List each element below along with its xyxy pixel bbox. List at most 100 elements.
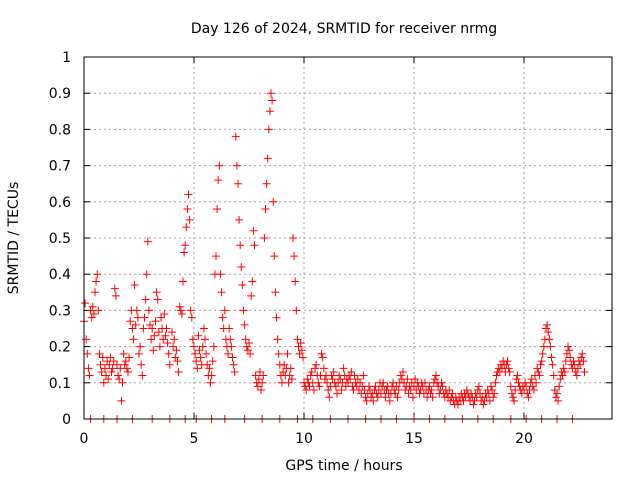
data-point (312, 360, 321, 369)
data-point (536, 360, 545, 369)
y-tick-label: 0 (62, 412, 71, 428)
data-point (421, 378, 429, 387)
data-point (162, 324, 171, 333)
data-point (245, 338, 253, 347)
data-point (93, 270, 102, 279)
data-point (551, 393, 560, 402)
data-point (109, 357, 118, 366)
data-point (193, 364, 202, 373)
data-point (268, 96, 277, 105)
data-point (199, 324, 208, 333)
data-point (138, 371, 147, 380)
data-point (84, 364, 93, 373)
data-point (320, 375, 329, 384)
data-point (132, 306, 141, 315)
data-point (331, 382, 340, 391)
data-point (160, 310, 169, 319)
data-point (287, 375, 296, 384)
x-tick-label: 0 (80, 431, 89, 447)
data-point (213, 205, 222, 214)
data-point (529, 386, 538, 395)
data-point (547, 353, 556, 362)
data-point (212, 252, 220, 261)
data-point (546, 342, 555, 351)
data-point (527, 375, 536, 384)
data-point (385, 396, 394, 405)
data-point (151, 317, 160, 326)
data-point (428, 393, 437, 402)
data-point (182, 223, 191, 232)
data-point (258, 378, 267, 387)
y-tick-label: 0.9 (49, 86, 71, 102)
data-point (195, 346, 204, 355)
data-point (555, 382, 564, 391)
data-point (509, 393, 517, 402)
data-point (339, 364, 348, 373)
data-point (381, 393, 390, 402)
data-point (191, 349, 200, 358)
data-point (85, 371, 94, 380)
data-point (196, 353, 205, 362)
data-point (329, 367, 338, 376)
data-point (225, 324, 234, 333)
data-point (283, 349, 292, 358)
data-point (344, 378, 352, 387)
data-point (183, 205, 192, 214)
data-point (184, 190, 193, 199)
data-point (220, 306, 229, 315)
data-point (284, 378, 293, 387)
data-point (143, 237, 152, 246)
data-point (578, 349, 587, 358)
y-tick-label: 0.3 (49, 303, 71, 319)
x-tick-label: 20 (515, 431, 533, 447)
data-point (95, 349, 104, 358)
data-point (113, 360, 121, 369)
data-point (144, 306, 153, 315)
data-point (111, 291, 120, 300)
data-point (507, 389, 516, 398)
data-point (257, 386, 266, 395)
data-point (408, 393, 417, 402)
data-point (122, 364, 131, 373)
data-point (163, 338, 172, 347)
data-point (347, 367, 356, 376)
data-point (556, 375, 565, 384)
data-point (231, 132, 240, 141)
data-point (194, 331, 203, 340)
data-point (130, 281, 139, 290)
data-point (153, 295, 162, 304)
data-point (215, 161, 224, 170)
y-axis-label: SRMTID / TECUs (6, 182, 22, 295)
data-point (462, 386, 471, 395)
data-point (173, 357, 182, 366)
grid-lines (84, 57, 612, 419)
data-point (479, 400, 488, 409)
data-point (534, 367, 543, 376)
y-tick-label: 0.1 (49, 376, 71, 392)
data-point (560, 367, 569, 376)
data-point (186, 306, 195, 315)
data-point (131, 320, 140, 329)
data-point (323, 378, 332, 387)
data-point (369, 396, 378, 405)
data-point (396, 371, 405, 380)
data-point (503, 357, 512, 366)
chart-title: Day 126 of 2024, SRMTID for receiver nrm… (191, 21, 497, 37)
y-tick-label: 0.5 (49, 231, 71, 247)
data-point (207, 371, 216, 380)
data-point (373, 393, 382, 402)
data-point (474, 382, 483, 391)
data-point (305, 382, 314, 391)
data-point (177, 310, 186, 319)
data-point (192, 357, 201, 366)
data-point (208, 357, 217, 366)
data-point (136, 342, 145, 351)
data-point (297, 346, 306, 355)
data-point (155, 342, 164, 351)
data-point (263, 154, 272, 163)
data-point (267, 89, 275, 98)
data-point (168, 328, 176, 337)
data-point (180, 248, 189, 257)
data-point (274, 349, 283, 358)
